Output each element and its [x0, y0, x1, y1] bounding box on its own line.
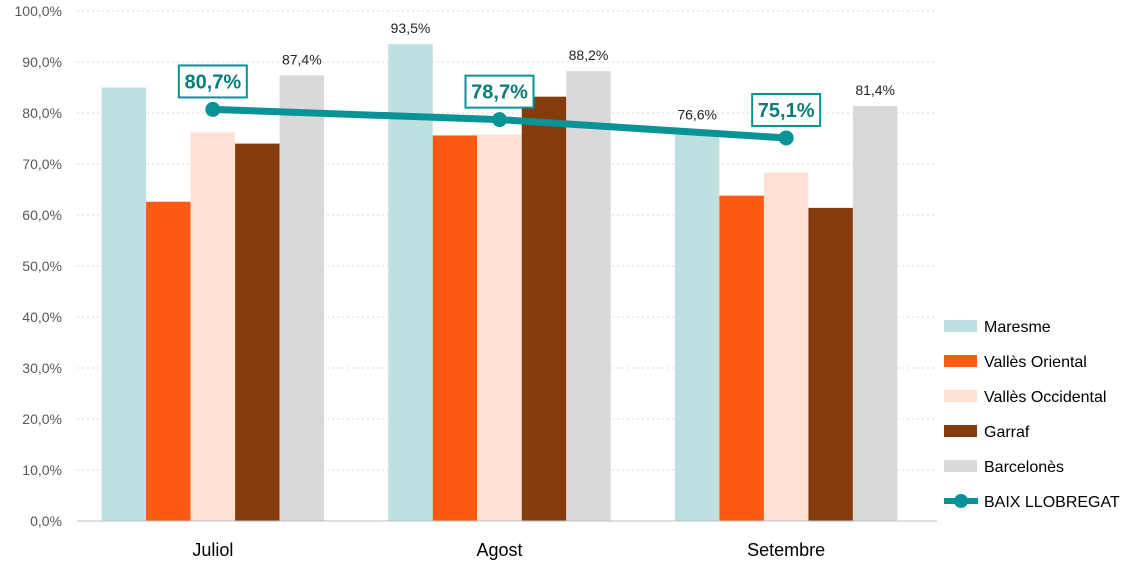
y-axis-tick-labels: 0,0% 10,0% 20,0% 30,0% 40,0% 50,0% 60,0% 70,0% 8… — [15, 3, 62, 529]
legend-label: Vallès Occidental — [984, 389, 1106, 406]
y-tick-label: 10,0% — [22, 462, 62, 478]
line-data-label: 75,1% — [758, 100, 815, 122]
legend-swatch — [944, 425, 977, 437]
legend-swatch — [944, 390, 977, 402]
bar-barcelon-s-juliol — [279, 75, 325, 521]
line-label-box — [177, 64, 248, 99]
bar-vall-s-oriental-juliol — [146, 201, 191, 522]
y-tick-label: 90,0% — [22, 54, 62, 70]
y-tick-label: 80,0% — [22, 105, 62, 121]
y-tick-label: 0,0% — [30, 513, 62, 529]
y-tick-label: 40,0% — [22, 309, 62, 325]
bar-vall-s-occidental-juliol — [190, 132, 236, 521]
bar-barcelon-s-agost — [566, 71, 611, 522]
bar-garraf-juliol — [235, 143, 280, 521]
y-tick-label: 60,0% — [22, 207, 62, 223]
bar-data-label: 81,4% — [855, 82, 895, 98]
y-tick-label: 30,0% — [22, 360, 62, 376]
bar-data-label: 76,6% — [677, 106, 717, 122]
bar-maresme-juliol — [101, 87, 147, 521]
bar-data-label: 88,2% — [569, 47, 609, 63]
bar-maresme-agost — [388, 44, 433, 522]
legend-label: BAIX LLOBREGAT — [984, 494, 1120, 511]
line-data-label: 78,7% — [471, 82, 528, 104]
legend-swatch — [944, 320, 977, 332]
baix-llobregat-line: 80,7% 78,7% 75,1% — [177, 64, 822, 146]
y-tick-label: 70,0% — [22, 156, 62, 172]
legend-label: Maresme — [984, 319, 1051, 336]
bar-vall-s-occidental-agost — [477, 134, 522, 522]
line-point — [778, 130, 794, 146]
y-tick-label: 100,0% — [15, 3, 62, 19]
bar-vall-s-occidental-setembre — [763, 172, 809, 522]
x-category-label: Agost — [476, 540, 522, 560]
legend-label: Vallès Oriental — [984, 354, 1087, 371]
bar-barcelon-s-setembre — [852, 105, 898, 522]
bar-data-labels: 87,4% 93,5% 88,2% 76,6% 81,4% — [282, 20, 895, 122]
bar-garraf-setembre — [808, 207, 853, 522]
line-label-box — [464, 74, 535, 109]
legend: Maresme Vallès Oriental Vallès Occidental G… — [944, 319, 1120, 511]
legend-swatch — [944, 460, 977, 472]
x-axis-category-labels: Juliol Agost Setembre — [192, 540, 825, 560]
legend-label: Garraf — [984, 424, 1030, 441]
legend-swatch — [944, 355, 977, 367]
x-category-label: Juliol — [192, 540, 233, 560]
legend-line-marker — [954, 494, 968, 508]
bars — [101, 44, 898, 522]
line-label-box — [751, 92, 822, 127]
bar-data-label: 87,4% — [282, 51, 322, 67]
legend-label: Barcelonès — [984, 459, 1064, 476]
bar-maresme-setembre — [674, 130, 720, 521]
line-data-label: 80,7% — [184, 71, 241, 93]
y-tick-label: 20,0% — [22, 411, 62, 427]
line-point — [492, 112, 507, 128]
x-category-label: Setembre — [747, 540, 825, 560]
bar-data-label: 93,5% — [391, 20, 431, 36]
bar-vall-s-oriental-agost — [432, 135, 478, 521]
line-point — [205, 101, 221, 117]
y-tick-label: 50,0% — [22, 258, 62, 274]
bar-garraf-agost — [521, 96, 567, 522]
bar-vall-s-oriental-setembre — [719, 195, 764, 521]
